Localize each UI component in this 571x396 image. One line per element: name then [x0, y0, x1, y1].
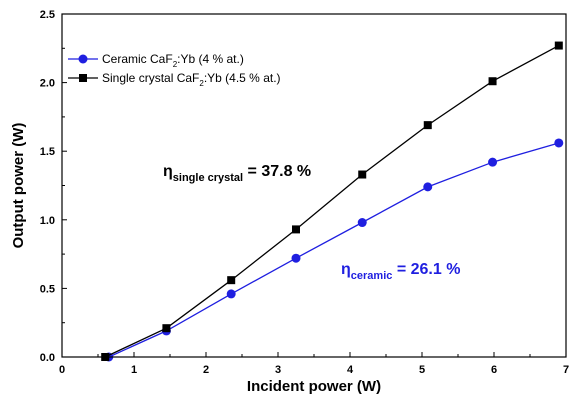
y-tick-label: 1.5 — [40, 146, 55, 158]
data-point-square — [358, 170, 367, 179]
y-tick-label: 2.5 — [40, 9, 55, 21]
data-point-circle — [357, 218, 367, 228]
axis-ticks: 0 1 2 3 4 5 6 7 0.0 0.5 1.0 1.5 2.0 2.5 — [40, 9, 569, 376]
data-point-square — [79, 74, 87, 82]
series-line — [108, 142, 559, 358]
efficiency-label-1: ηceramic = 26.1 % — [341, 261, 460, 282]
data-point-square — [554, 41, 563, 50]
plot-marks — [101, 41, 564, 362]
y-tick-label: 2.0 — [40, 78, 55, 90]
legend-item-1: Single crystal CaF2:Yb (4.5 % at.) — [68, 71, 281, 88]
data-point-circle — [226, 289, 236, 299]
y-tick-label: 1.0 — [40, 215, 55, 227]
data-point-square — [488, 77, 497, 86]
series-0 — [104, 138, 564, 362]
data-point-circle — [554, 138, 564, 148]
data-point-square — [292, 225, 300, 234]
x-tick-label: 0 — [59, 364, 65, 376]
legend: Ceramic CaF2:Yb (4 % at.) Single crystal … — [68, 52, 281, 88]
x-tick-label: 4 — [347, 364, 354, 376]
series-line — [104, 45, 560, 358]
data-point-square — [227, 276, 236, 285]
x-tick-label: 1 — [131, 364, 137, 376]
y-axis-label: Output power (W) — [10, 123, 27, 249]
legend-label: Ceramic CaF2:Yb (4 % at.) — [102, 52, 244, 69]
x-tick-label: 6 — [491, 364, 497, 376]
data-point-square — [162, 324, 171, 333]
x-tick-label: 3 — [275, 364, 281, 376]
y-tick-label: 0.0 — [40, 352, 55, 364]
legend-item-0: Ceramic CaF2:Yb (4 % at.) — [68, 52, 244, 69]
x-axis-label: Incident power (W) — [247, 378, 381, 395]
data-point-circle — [423, 182, 433, 192]
efficiency-annotations: ηsingle crystal = 37.8 % ηceramic = 26.1 … — [163, 163, 460, 282]
x-tick-label: 2 — [203, 364, 209, 376]
data-point-square — [423, 121, 432, 130]
x-tick-label: 5 — [419, 364, 425, 376]
data-point-circle — [78, 54, 88, 64]
data-point-circle — [291, 253, 301, 263]
x-tick-label: 7 — [563, 364, 569, 376]
series-1 — [101, 41, 563, 361]
legend-label: Single crystal CaF2:Yb (4.5 % at.) — [102, 71, 281, 88]
y-tick-label: 0.5 — [40, 283, 55, 295]
efficiency-label-0: ηsingle crystal = 37.8 % — [163, 163, 311, 184]
data-point-circle — [488, 157, 498, 167]
